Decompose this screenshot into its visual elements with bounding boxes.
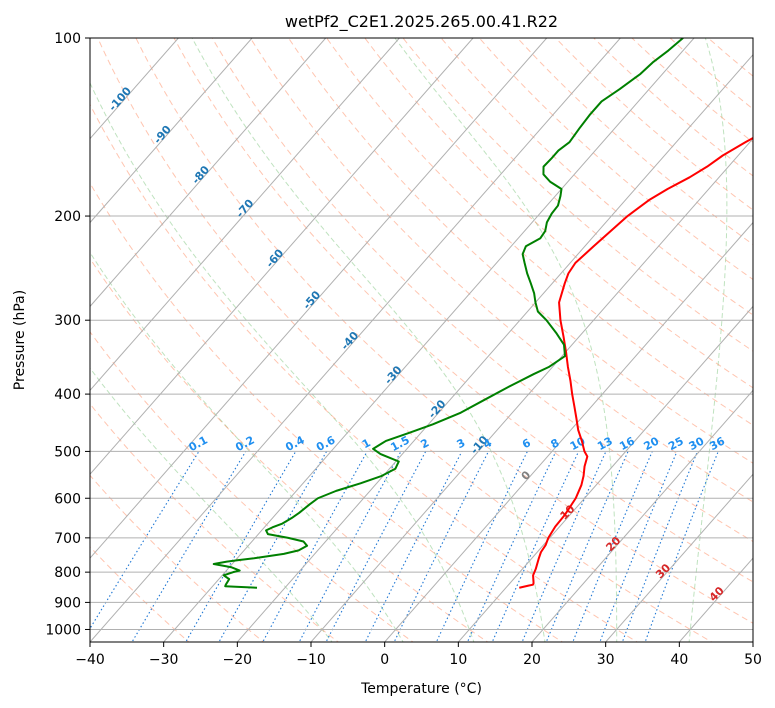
y-tick-label: 200: [54, 209, 81, 225]
dry-adiabat: [211, 38, 753, 543]
isotherm: [90, 38, 474, 475]
dry-adiabat: [90, 103, 639, 642]
y-tick-label: 300: [54, 313, 81, 329]
y-tick-label: 700: [54, 531, 81, 547]
mixing-ratio-line: [545, 451, 629, 642]
mixing-ratio-lines: [90, 451, 719, 642]
mixing-ratio-line: [364, 451, 463, 642]
mixing-ratio-line: [298, 451, 402, 642]
mixing-ratio-line: [218, 451, 328, 642]
x-tick-label: 50: [744, 652, 762, 668]
dry-adiabat: [97, 38, 713, 642]
x-axis-ticks: −40 −30 −20 −10 0 10 20 30 40 50: [75, 642, 762, 668]
dry-adiabat: [288, 38, 753, 464]
x-axis-label: Temperature (°C): [360, 681, 482, 697]
plot-area: -100-90-80-70-60-50-40-30-20-100.1 0.2 0.4…: [90, 38, 753, 642]
mixing-ratio-line: [262, 451, 368, 642]
y-tick-label: 100: [54, 31, 81, 47]
moist-adiabat: [90, 367, 333, 642]
x-tick-label: 20: [523, 652, 541, 668]
mixing-ratio-label: 20: [642, 434, 662, 453]
y-tick-label: 1000: [45, 622, 81, 638]
dry-adiabat: [249, 38, 753, 503]
dry-adiabat: [90, 257, 489, 642]
x-tick-label: −40: [75, 652, 105, 668]
isotherm: [236, 54, 753, 642]
y-tick-label: 400: [54, 387, 81, 403]
dry-adiabat: [90, 331, 414, 642]
mixing-ratio-label: 36: [707, 434, 727, 453]
y-axis-label: Pressure (hPa): [12, 290, 28, 390]
mixing-ratio-line: [621, 451, 699, 642]
isotherm: [384, 221, 753, 642]
mixing-ratio-line: [90, 451, 200, 630]
mixing-ratio-label: 30: [687, 434, 707, 453]
mixing-ratio-line: [521, 451, 607, 642]
mixing-ratio-line: [131, 451, 247, 642]
dewpoint-profile-line: [212, 38, 684, 589]
dry-adiabat: [517, 38, 753, 246]
isotherm: [90, 38, 621, 642]
isotherm: [90, 38, 400, 392]
temperature-profile-line: [519, 136, 753, 589]
isotherm: [90, 38, 327, 308]
isotherm: [605, 473, 753, 642]
mixing-ratio-line: [466, 451, 557, 642]
isotherm: [310, 137, 753, 642]
y-axis-ticks: 100 200 300 400 500 600 700 800 900 1000: [45, 31, 90, 638]
dry-adiabat: [326, 38, 753, 426]
mixing-ratio-line: [325, 451, 427, 642]
dry-adiabat: [135, 38, 753, 624]
y-tick-label: 500: [54, 444, 81, 460]
x-tick-label: −30: [149, 652, 179, 668]
x-tick-label: 40: [670, 652, 688, 668]
dry-adiabat: [555, 38, 753, 211]
mixing-ratio-label: 16: [617, 434, 637, 453]
dry-adiabat: [364, 38, 753, 389]
mixing-ratio-line: [491, 451, 580, 642]
mixing-ratio-line: [572, 451, 653, 642]
x-tick-label: −10: [296, 652, 326, 668]
chart-title: wetPf2_C2E1.2025.265.00.41.R22: [285, 12, 558, 32]
mixing-ratio-label: 25: [666, 434, 686, 453]
mixing-ratio-label: 13: [595, 434, 615, 453]
dry-adiabat: [402, 38, 753, 352]
isotherm: [163, 38, 695, 642]
mixing-ratio-line: [644, 451, 719, 642]
mixing-ratio-line: [185, 451, 297, 642]
y-tick-label: 900: [54, 595, 81, 611]
mixing-ratio-line: [599, 451, 678, 642]
y-tick-label: 800: [54, 565, 81, 581]
sounding-profiles: [212, 38, 753, 589]
isotherm-lines: [90, 38, 753, 642]
dry-adiabat: [90, 182, 564, 642]
isotherm: [90, 38, 548, 559]
plot-frame: [89, 37, 754, 643]
x-tick-label: 10: [449, 652, 467, 668]
x-tick-label: 0: [380, 652, 389, 668]
dry-adiabat: [90, 474, 265, 642]
x-tick-label: 30: [597, 652, 615, 668]
x-tick-label: −20: [223, 652, 253, 668]
isotherm: [90, 38, 253, 224]
isotherm: [531, 389, 753, 642]
dry-adiabat: [593, 38, 753, 177]
pressure-gridlines: [90, 38, 753, 630]
y-tick-label: 600: [54, 491, 81, 507]
